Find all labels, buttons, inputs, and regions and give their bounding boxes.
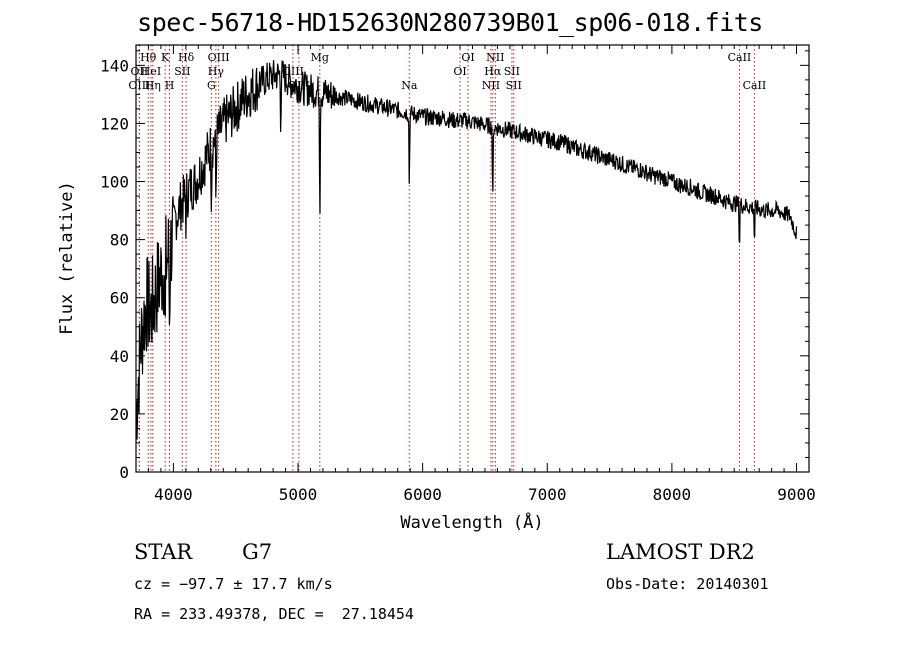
x-tick-label: 4000 — [154, 485, 193, 504]
line-marker-label: G — [207, 79, 216, 92]
y-tick-label: 40 — [110, 347, 129, 366]
line-marker-label: OI — [461, 51, 474, 64]
plot-background — [136, 45, 809, 472]
y-tick-label: 140 — [100, 56, 129, 75]
line-marker-label: OIII — [128, 79, 150, 92]
observation-date: Obs-Date: 20140301 — [606, 575, 769, 593]
line-marker-label: Mg — [311, 51, 329, 64]
y-tick-label: 120 — [100, 114, 129, 133]
line-marker-label: K — [161, 51, 170, 64]
object-class: STAR — [134, 540, 193, 564]
y-tick-label: 100 — [100, 173, 129, 192]
line-marker-label: OIII — [208, 51, 230, 64]
spectrum-line — [135, 59, 798, 440]
axis-ticks: 4000 5000 6000 7000 8000 9000 0 20 40 60 80 100 120 1… — [100, 45, 816, 504]
y-tick-label: 20 — [110, 405, 129, 424]
line-marker-label: HeI — [141, 65, 161, 78]
sky-coordinates: RA = 233.49378, DEC = 27.18454 — [134, 605, 414, 623]
line-marker-label: H — [165, 79, 175, 92]
object-subclass: G7 — [242, 540, 273, 564]
line-marker-label: CaII — [743, 79, 767, 92]
line-marker-label: Hγ — [208, 65, 225, 78]
y-tick-label: 80 — [110, 231, 129, 250]
spectrum-trace — [135, 59, 798, 440]
x-tick-label: 5000 — [279, 485, 318, 504]
x-tick-label: 9000 — [777, 485, 816, 504]
chart-title: spec-56718-HD152630N280739B01_sp06-018.f… — [137, 8, 763, 37]
line-marker-label: Hδ — [178, 51, 195, 64]
survey-name: LAMOST DR2 — [606, 540, 755, 564]
x-tick-label: 7000 — [528, 485, 567, 504]
redshift-velocity: cz = −97.7 ± 17.7 km/s — [134, 575, 333, 593]
line-marker-label: OI — [453, 65, 466, 78]
line-marker-label: NII — [486, 51, 504, 64]
line-marker-label: SII — [174, 65, 190, 78]
line-marker-label: NII — [482, 79, 500, 92]
x-axis-label: Wavelength (Å) — [400, 511, 543, 533]
line-marker-label: Hθ — [140, 51, 157, 64]
y-tick-label: 0 — [119, 463, 129, 482]
line-marker-label: Hη — [145, 79, 161, 92]
x-tick-label: 6000 — [403, 485, 442, 504]
line-marker-label: Na — [401, 79, 418, 92]
y-axis-label: Flux (relative) — [57, 181, 77, 335]
y-tick-label: 60 — [110, 289, 129, 308]
line-marker-label: CaII — [728, 51, 752, 64]
x-tick-label: 8000 — [653, 485, 692, 504]
line-marker-label: OII — [131, 65, 149, 78]
line-marker-label: SII — [504, 65, 520, 78]
line-marker-label: OIII — [282, 65, 304, 78]
line-marker-label: Hα — [484, 65, 502, 78]
line-marker-label: SII — [506, 79, 522, 92]
